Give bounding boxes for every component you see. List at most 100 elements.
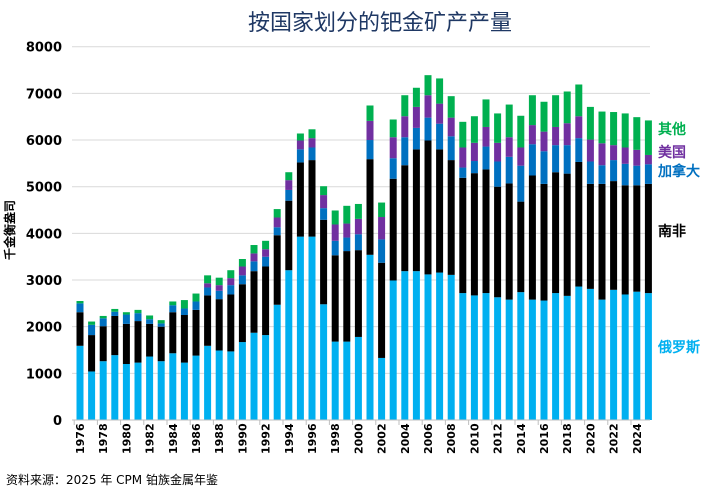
bar-segment [540,131,548,152]
bar-segment [296,162,304,237]
legend-label: 美国 [658,144,686,161]
bar-segment [470,161,478,174]
bar-segment [331,255,339,342]
bar-segment [296,149,304,163]
bar-segment [598,111,606,144]
bar-segment [447,274,455,420]
bar-segment [644,154,652,165]
bar-segment [633,185,641,292]
bar-segment [517,115,525,148]
bar-segment [621,147,629,164]
bar-segment [563,91,571,124]
bar-segment [412,87,420,107]
bar-segment [331,240,339,256]
bar-segment [250,332,258,420]
bar-segment [180,362,188,420]
bar-segment [99,361,107,420]
bar-segment [447,136,455,161]
x-tick-label: 1984 [167,423,180,454]
bar-segment [598,143,606,166]
bar-segment [552,126,560,146]
bar-segment [146,356,154,420]
bar-segment [204,283,212,288]
bar-segment [447,96,455,118]
bar-segment [134,313,142,322]
bar-segment [99,326,107,362]
bar-segment [482,99,490,127]
bar-segment [447,117,455,137]
bar-segment [250,245,258,254]
bar-segment [575,138,583,162]
bar-segment [192,355,200,420]
bar-segment [273,235,281,305]
y-tick-label: 0 [53,414,62,429]
bars [76,75,652,420]
bar-segment [575,161,583,287]
x-tick-label: 1990 [236,423,249,454]
bar-segment [146,323,154,357]
bar-segment [180,315,188,363]
bar-segment [621,294,629,420]
legend-label: 俄罗斯 [657,339,700,356]
bar-segment [227,351,235,420]
bar-segment [494,142,502,162]
bar-segment [134,362,142,420]
bar-segment [517,292,525,420]
bar-segment [447,160,455,275]
bar-segment [424,140,432,275]
x-axis-ticks: 1976 1978 1980 1982 1984 1986 1988 1990 1992 1994… [72,419,650,454]
bar-segment [389,178,397,281]
bar-segment [343,223,351,238]
bar-segment [99,318,107,327]
bar-segment [76,301,84,304]
bar-segment [644,183,652,294]
bar-segment [424,75,432,96]
bar-segment [354,250,362,337]
y-tick-label: 1000 [26,367,62,382]
bar-segment [459,167,467,178]
bar-segment [633,291,641,420]
bar-segment [575,286,583,420]
bar-segment [227,294,235,352]
bar-segment [204,295,212,346]
x-tick-label: 2006 [422,423,435,454]
bar-segment [575,84,583,117]
bar-segment [517,147,525,166]
x-tick-label: 2014 [515,423,528,454]
bar-segment [436,78,444,104]
x-tick-label: 1976 [74,423,87,454]
bar-segment [343,237,351,252]
bar-segment [528,144,536,176]
bar-segment [227,270,235,279]
bar-segment [621,113,629,148]
x-tick-label: 2020 [584,423,597,454]
bar-segment [528,95,536,126]
source-note: 资料来源：2025 年 CPM 铂族金属年鉴 [6,472,218,487]
bar-segment [111,308,119,312]
bar-segment [76,312,84,346]
bar-segment [563,173,571,296]
bar-segment [552,172,560,294]
bar-segment [389,280,397,420]
bar-segment [586,139,594,162]
bar-segment [633,165,641,186]
bar-segment [169,301,177,306]
x-tick-label: 1986 [190,423,203,454]
bar-segment [169,312,177,354]
bar-segment [494,113,502,143]
x-tick-label: 2008 [445,423,458,454]
x-tick-label: 2018 [561,423,574,454]
bar-segment [412,127,420,150]
bar-segment [308,129,316,139]
bar-segment [296,236,304,420]
bar-segment [424,117,432,141]
bar-segment [88,371,96,420]
x-tick-label: 2000 [352,423,365,454]
bar-segment [598,183,606,300]
bar-segment [586,288,594,420]
x-tick-label: 2002 [376,423,389,454]
bar-segment [262,240,270,250]
bar-segment [528,125,536,145]
bar-segment [401,271,409,420]
